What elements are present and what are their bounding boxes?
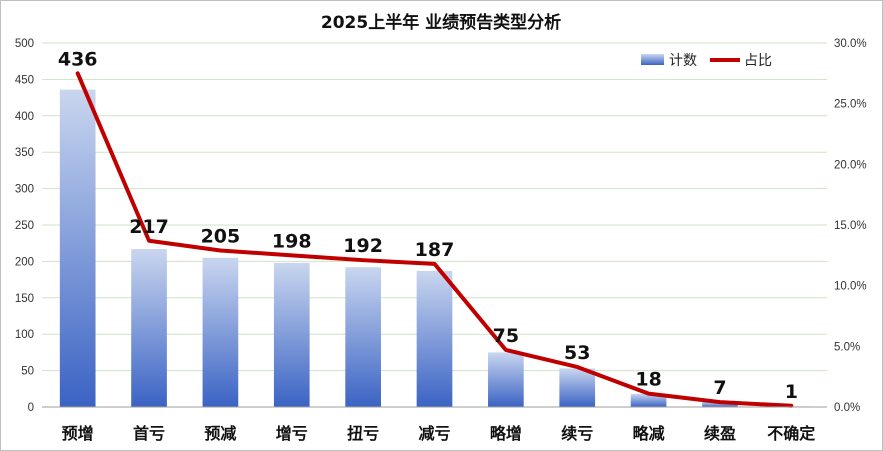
x-tick-label: 增亏 — [276, 424, 308, 443]
legend-line-label: 占比 — [744, 53, 772, 69]
x-tick-label: 略减 — [633, 424, 665, 443]
y-tick-label: 500 — [15, 38, 34, 50]
legend-bar-swatch — [641, 54, 664, 65]
bar — [630, 393, 667, 407]
y-tick-label: 250 — [15, 220, 34, 232]
x-tick-label: 略增 — [490, 424, 522, 443]
bar — [488, 352, 524, 407]
bar — [59, 89, 96, 407]
x-tick-label: 扭亏 — [347, 424, 379, 443]
data-label: 436 — [58, 48, 98, 70]
y-tick-label: 100 — [15, 329, 34, 341]
y-tick-label: 400 — [15, 111, 34, 123]
y2-tick-label: 20.0% — [834, 159, 867, 171]
y2-tick-label: 25.0% — [834, 99, 867, 111]
bar-series — [59, 89, 810, 408]
y2-tick-label: 10.0% — [834, 281, 867, 293]
y-tick-label: 50 — [21, 366, 34, 378]
y-tick-label: 450 — [15, 74, 34, 86]
y-tick-label: 350 — [15, 147, 34, 159]
bar — [273, 262, 310, 407]
data-label: 75 — [493, 325, 519, 347]
data-label: 192 — [343, 235, 383, 257]
legend-bar-label: 计数 — [669, 53, 697, 69]
data-label: 1 — [785, 381, 798, 403]
grid-lines — [42, 42, 827, 372]
data-label: 198 — [272, 230, 312, 252]
y2-tick-label: 0.0% — [834, 402, 860, 414]
x-tick-label: 续盈 — [704, 424, 736, 443]
x-tick-label: 首亏 — [133, 424, 165, 443]
data-label: 7 — [713, 377, 726, 399]
legend: 计数 占比 — [641, 53, 772, 69]
data-label: 187 — [415, 239, 455, 261]
x-tick-label: 预减 — [204, 424, 236, 443]
line-series — [75, 71, 794, 408]
data-label: 205 — [201, 225, 241, 247]
y-tick-label: 200 — [15, 256, 34, 268]
x-tick-label: 不确定 — [767, 424, 815, 443]
y2-tick-label: 30.0% — [834, 38, 867, 50]
axes: 0 50 100 150 200 250 300 350 400 450 500 0.0% 5.0% 10… — [15, 38, 867, 443]
bar — [416, 270, 453, 407]
bar — [202, 257, 239, 407]
chart-title: 2025上半年 业绩预告类型分析 — [321, 12, 561, 33]
y2-tick-label: 5.0% — [834, 341, 860, 353]
x-tick-label: 减亏 — [418, 424, 450, 443]
share-line — [75, 71, 794, 408]
y2-tick-label: 15.0% — [834, 220, 867, 232]
y-tick-label: 0 — [28, 402, 34, 414]
y-tick-label: 300 — [15, 184, 34, 196]
data-label: 18 — [635, 369, 661, 391]
data-label: 53 — [564, 342, 590, 364]
bar — [559, 368, 596, 407]
bar — [702, 401, 738, 407]
x-tick-label: 续亏 — [561, 424, 593, 443]
data-label: 217 — [129, 216, 169, 238]
x-tick-label: 预增 — [62, 424, 94, 443]
bar — [131, 249, 167, 407]
bar — [345, 267, 381, 407]
y-tick-label: 150 — [15, 293, 34, 305]
